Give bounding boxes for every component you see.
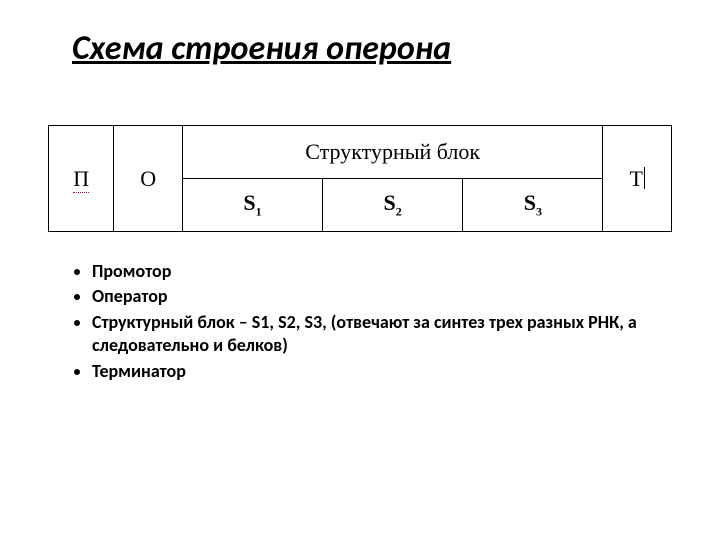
cell-s1: S1	[182, 179, 322, 232]
list-item: Промотор	[92, 260, 672, 285]
cell-operator: О	[114, 126, 183, 232]
text-cursor	[644, 167, 645, 189]
cell-structural-header: Структурный блок	[182, 126, 603, 179]
bullet-list: Промотор Оператор Структурный блок – S1,…	[64, 260, 672, 385]
cell-s3: S3	[463, 179, 603, 232]
list-item: Структурный блок – S1, S2, S3, (отвечают…	[92, 311, 672, 360]
label-P: П	[73, 166, 89, 193]
list-item: Оператор	[92, 285, 672, 310]
cell-promoter: П	[49, 126, 114, 232]
operon-diagram: П О Структурный блок Т S1 S2 S3	[48, 125, 672, 232]
label-T: Т	[629, 166, 642, 191]
label-O: О	[140, 166, 156, 191]
list-item: Терминатор	[92, 360, 672, 385]
cell-terminator: Т	[603, 126, 672, 232]
slide: Схема строения оперона П О Структурный б…	[0, 0, 720, 540]
cell-s2: S2	[323, 179, 463, 232]
page-title: Схема строения оперона	[72, 28, 672, 69]
